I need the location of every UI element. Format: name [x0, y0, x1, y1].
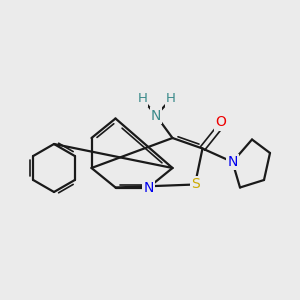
Text: N: N [227, 155, 238, 169]
Text: O: O [215, 116, 226, 129]
Text: S: S [190, 178, 200, 191]
Text: H: H [138, 92, 147, 106]
Text: N: N [151, 109, 161, 122]
Text: H: H [166, 92, 176, 106]
Text: N: N [143, 181, 154, 194]
